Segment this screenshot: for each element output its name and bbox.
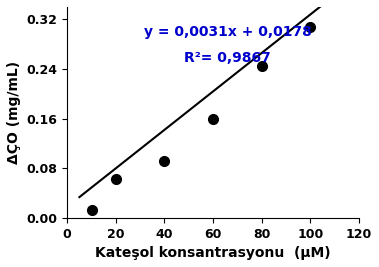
Point [307, 25, 313, 29]
Point [161, 159, 168, 163]
Text: R²= 0,9867: R²= 0,9867 [184, 50, 271, 65]
Text: y = 0,0031x + 0,0178: y = 0,0031x + 0,0178 [144, 25, 312, 39]
Y-axis label: ΔÇO (mg/mL): ΔÇO (mg/mL) [7, 61, 21, 164]
Point [210, 116, 216, 121]
X-axis label: Kateşol konsantrasyonu  (μM): Kateşol konsantrasyonu (μM) [95, 246, 331, 260]
Point [113, 177, 119, 182]
Point [89, 207, 95, 212]
Point [258, 64, 265, 68]
